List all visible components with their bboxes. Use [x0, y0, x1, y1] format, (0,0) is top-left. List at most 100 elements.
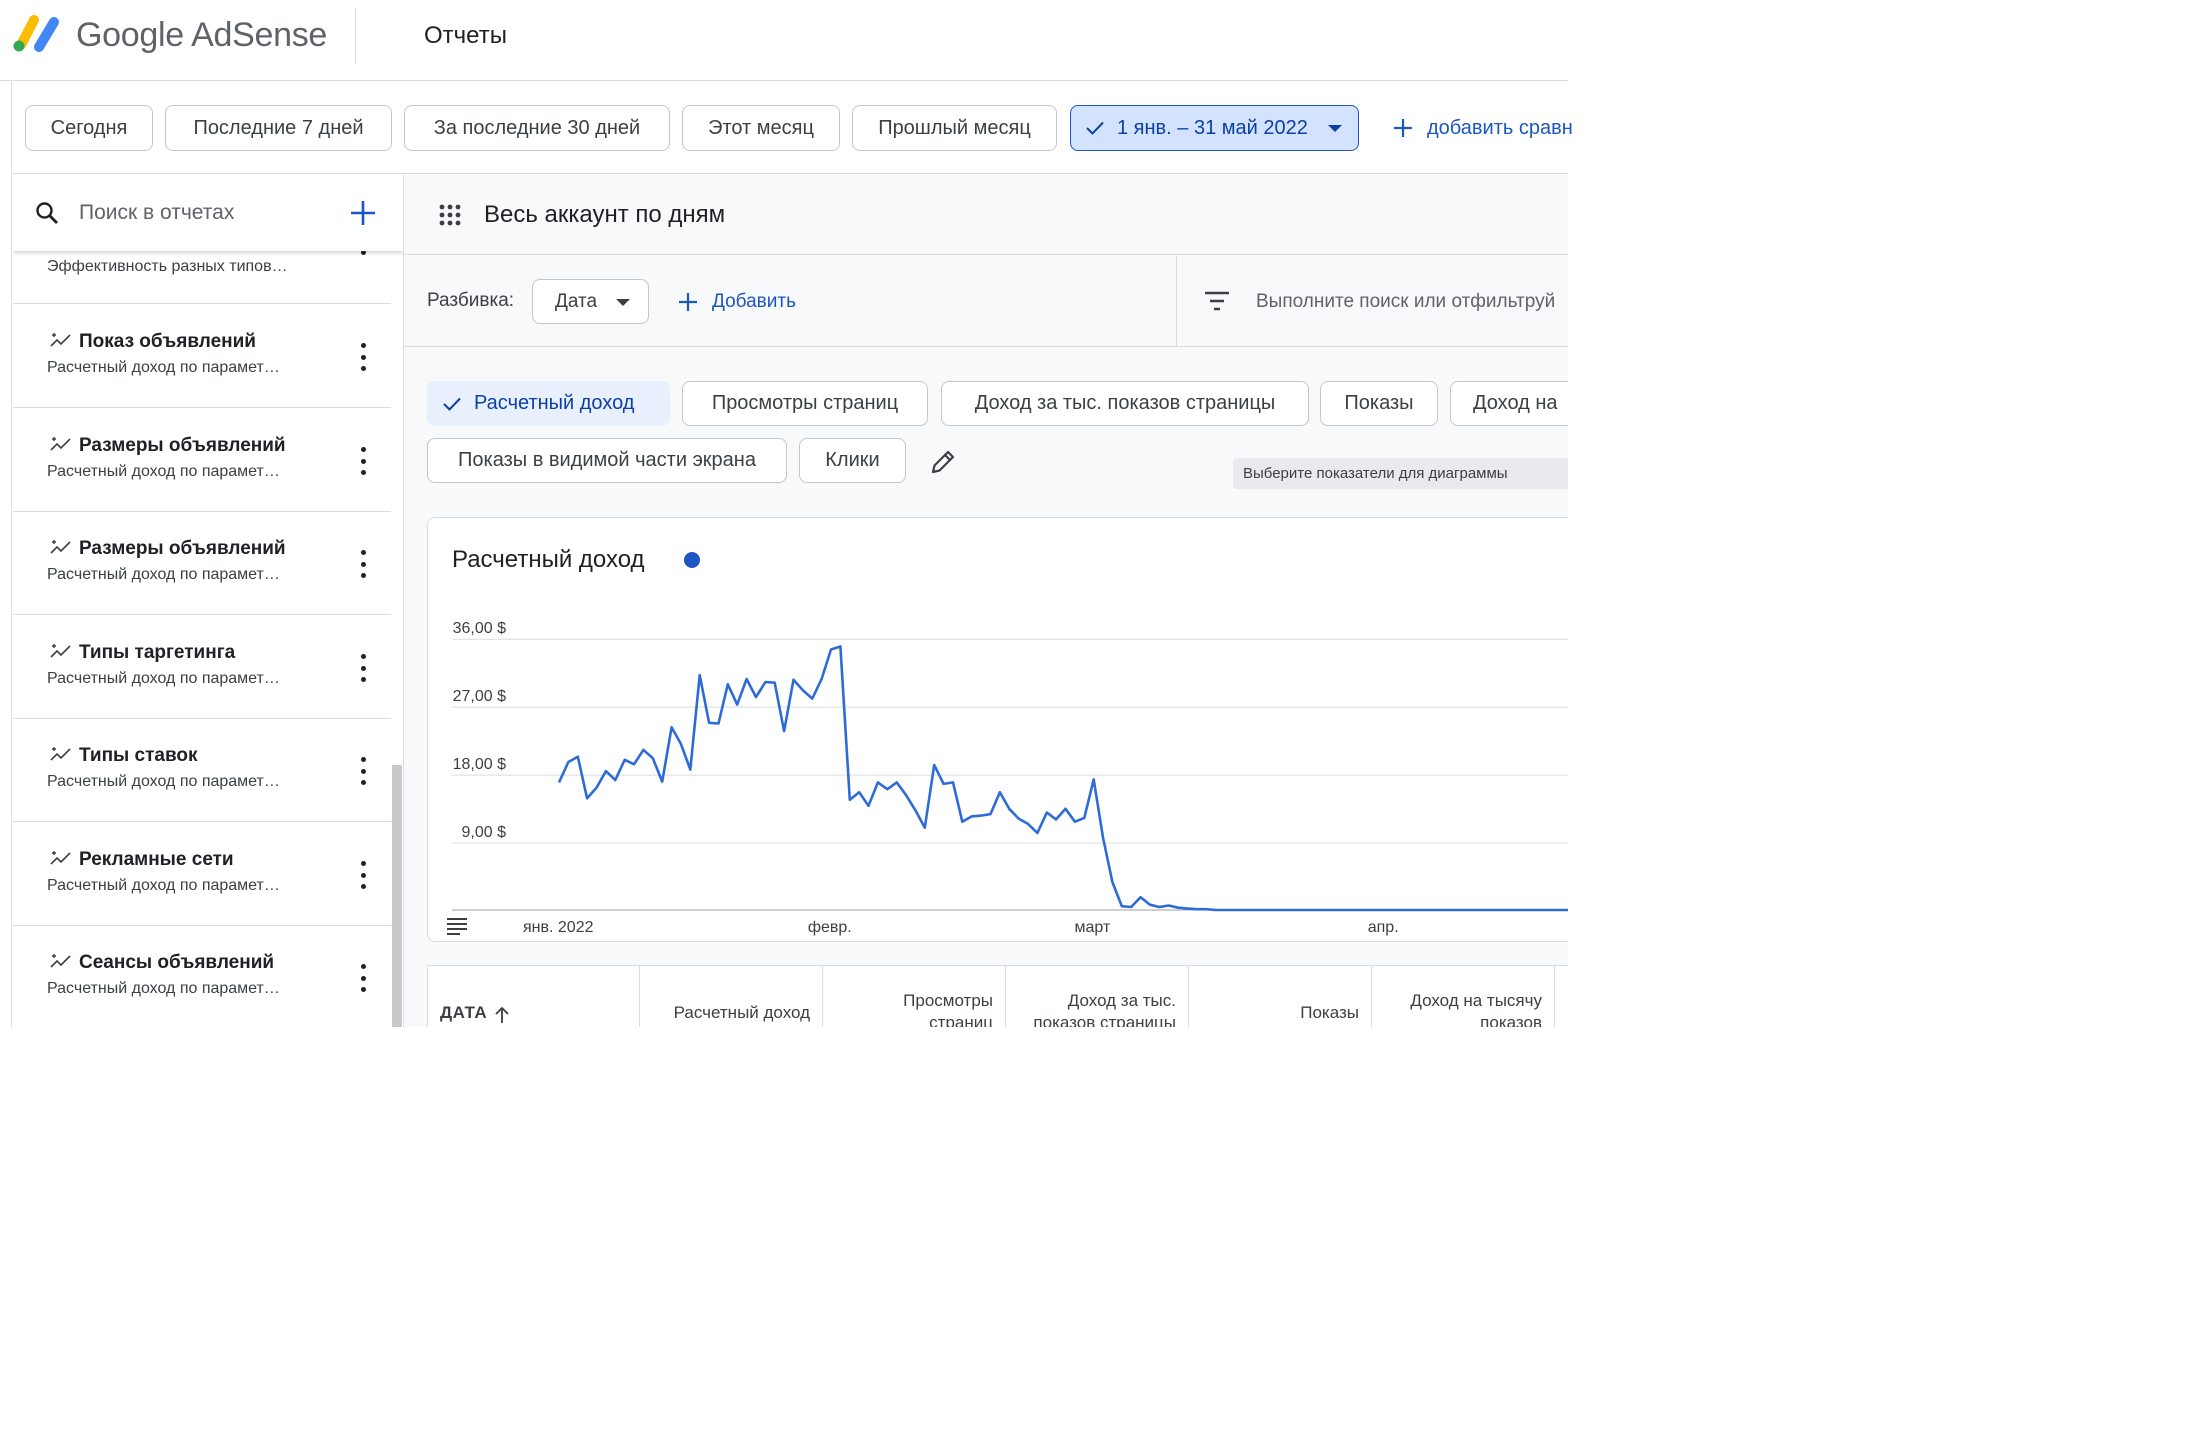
date-chip-today[interactable]: Сегодня [25, 105, 153, 151]
report-item-subtitle: Расчетный доход по парамет… [47, 773, 280, 790]
table-header-page-rpm[interactable]: Доход за тыс. показов страницы [1006, 966, 1189, 1027]
breakdown-label: Разбивка: [427, 290, 515, 311]
sparkle-trend-icon [50, 851, 71, 865]
dropdown-caret-icon [616, 299, 630, 306]
sparkle-trend-icon [50, 747, 71, 761]
add-breakdown-label: Добавить [712, 290, 796, 312]
x-tick-label: март [1075, 919, 1111, 936]
report-item-ad-sessions[interactable]: Сеансы объявлений Расчетный доход по пар… [13, 926, 391, 1027]
plus-icon [679, 292, 697, 311]
earnings-line-chart[interactable]: 36,00 $ 27,00 $ 18,00 $ 9,00 $ янв. 2022 февр… [428, 518, 1568, 942]
report-item-targeting-types[interactable]: Типы таргетинга Расчетный доход по парам… [13, 616, 391, 719]
edit-pencil-icon[interactable] [928, 447, 958, 477]
filter-icon[interactable] [1204, 290, 1230, 312]
filter-search-input[interactable] [1256, 286, 1568, 318]
dropdown-caret-icon [1327, 124, 1342, 132]
sparkle-trend-icon [50, 954, 71, 968]
column-header-label: Доход на тысячу показов [1410, 991, 1542, 1027]
report-item-subtitle: Расчетный доход по парамет… [47, 980, 280, 997]
report-search-input[interactable] [79, 195, 339, 231]
more-options-icon[interactable] [353, 250, 373, 262]
metric-chip-page-rpm[interactable]: Доход за тыс. показов страницы [941, 381, 1309, 426]
metric-chip-impression-rpm[interactable]: Доход на [1450, 381, 1568, 426]
reports-sidebar: Эффективность разных типов… Показ объявл… [13, 175, 403, 1027]
metric-chip-clicks[interactable]: Клики [799, 438, 906, 483]
report-item-title: Типы таргетинга [79, 642, 236, 663]
table-header-page-views[interactable]: Просмотры страниц [823, 966, 1006, 1027]
y-tick-label: 36,00 $ [453, 620, 506, 637]
table-header-date[interactable]: ДАТА [428, 966, 640, 1027]
more-options-icon[interactable] [353, 447, 373, 475]
report-item-subtitle: Расчетный доход по парамет… [47, 463, 280, 480]
more-options-icon[interactable] [353, 343, 373, 371]
metric-chip-page-views[interactable]: Просмотры страниц [682, 381, 928, 426]
report-item-title: Показ объявлений [79, 331, 256, 352]
sidebar-divider [403, 175, 404, 1027]
sparkle-trend-icon [50, 333, 71, 347]
sort-ascending-icon[interactable] [494, 1006, 510, 1024]
series-line-estimated-earnings[interactable] [557, 645, 1568, 912]
apps-grid-icon[interactable] [438, 203, 462, 227]
metric-chip-active-view[interactable]: Показы в видимой части экрана [427, 438, 787, 483]
column-header-label: Доход за тыс. показов страницы [1033, 991, 1176, 1027]
sparkle-trend-icon [50, 437, 71, 451]
add-breakdown-button[interactable]: Добавить [678, 279, 796, 324]
sparkle-trend-icon [50, 644, 71, 658]
report-item-bid-types[interactable]: Типы ставок Расчетный доход по парамет… [13, 719, 391, 822]
add-comparison-button[interactable]: добавить сравн [1393, 105, 1573, 151]
more-options-icon[interactable] [353, 964, 373, 992]
date-chip-last-7-days[interactable]: Последние 7 дней [165, 105, 392, 151]
breakdown-select[interactable]: Дата [532, 279, 649, 324]
table-header-estimated-earnings[interactable]: Расчетный доход [640, 966, 823, 1027]
report-header: Весь аккаунт по дням [404, 175, 1568, 255]
report-item-subtitle: Расчетный доход по парамет… [47, 359, 280, 376]
add-comparison-label: добавить сравн [1427, 116, 1573, 139]
breakdown-toolbar: Разбивка: Дата Добавить [404, 256, 1568, 347]
report-item-title: Типы ставок [79, 745, 198, 766]
date-chip-this-month[interactable]: Этот месяц [682, 105, 840, 151]
toolbar-divider [1176, 256, 1177, 347]
metric-chip-impressions[interactable]: Показы [1320, 381, 1438, 426]
y-tick-label: 18,00 $ [453, 756, 506, 773]
table-header-impressions[interactable]: Показы [1189, 966, 1372, 1027]
app-header: Google AdSense Отчеты [0, 0, 1568, 81]
header-divider [355, 8, 356, 64]
metric-chip-estimated-earnings[interactable]: Расчетный доход [427, 381, 670, 426]
series-color-dot [684, 552, 700, 568]
sidebar-scrollbar[interactable] [392, 765, 402, 1027]
report-item-title: Сеансы объявлений [79, 952, 275, 973]
app-logo-text[interactable]: Google AdSense [76, 16, 327, 54]
table-header-impression-rpm[interactable]: Доход на тысячу показов [1372, 966, 1555, 1027]
report-item-ad-networks[interactable]: Рекламные сети Расчетный доход по параме… [13, 823, 391, 926]
more-options-icon[interactable] [353, 654, 373, 682]
plus-icon [1394, 119, 1412, 137]
report-item-ad-sizes-1[interactable]: Размеры объявлений Расчетный доход по па… [13, 409, 391, 512]
chart-legend-menu-icon[interactable] [446, 916, 468, 936]
left-nav-rail [0, 82, 12, 1027]
report-item-title: Размеры объявлений [79, 435, 286, 456]
report-main-panel: Весь аккаунт по дням Разбивка: Дата Доба… [404, 175, 1568, 1027]
x-tick-label: апр. [1368, 919, 1399, 936]
column-header-label: Просмотры страниц [903, 991, 993, 1027]
new-report-plus-icon[interactable] [349, 199, 377, 227]
more-options-icon[interactable] [353, 861, 373, 889]
adsense-logo-icon[interactable] [12, 14, 62, 54]
page-title: Отчеты [424, 22, 507, 49]
report-table: ДАТА Расчетный доход Просмотры страниц Д… [427, 965, 1568, 1027]
metric-chip-label: Расчетный доход [474, 392, 635, 414]
date-range-selector[interactable]: 1 янв. – 31 май 2022 [1070, 105, 1359, 151]
date-chip-last-month[interactable]: Прошлый месяц [852, 105, 1057, 151]
report-item-ad-serving[interactable]: Показ объявлений Расчетный доход по пара… [13, 305, 391, 408]
column-header-label: Показы [1300, 1003, 1359, 1022]
sparkle-trend-icon [50, 540, 71, 554]
date-range-bar: Сегодня Последние 7 дней За последние 30… [13, 82, 1573, 174]
chart-title: Расчетный доход [452, 546, 645, 573]
more-options-icon[interactable] [353, 550, 373, 578]
report-item-ad-sizes-2[interactable]: Размеры объявлений Расчетный доход по па… [13, 512, 391, 615]
search-icon[interactable] [35, 201, 59, 225]
report-item-subtitle: Расчетный доход по парамет… [47, 566, 280, 583]
y-tick-label: 27,00 $ [453, 688, 506, 705]
more-options-icon[interactable] [353, 757, 373, 785]
y-tick-label: 9,00 $ [462, 824, 507, 841]
date-chip-last-30-days[interactable]: За последние 30 дней [404, 105, 670, 151]
